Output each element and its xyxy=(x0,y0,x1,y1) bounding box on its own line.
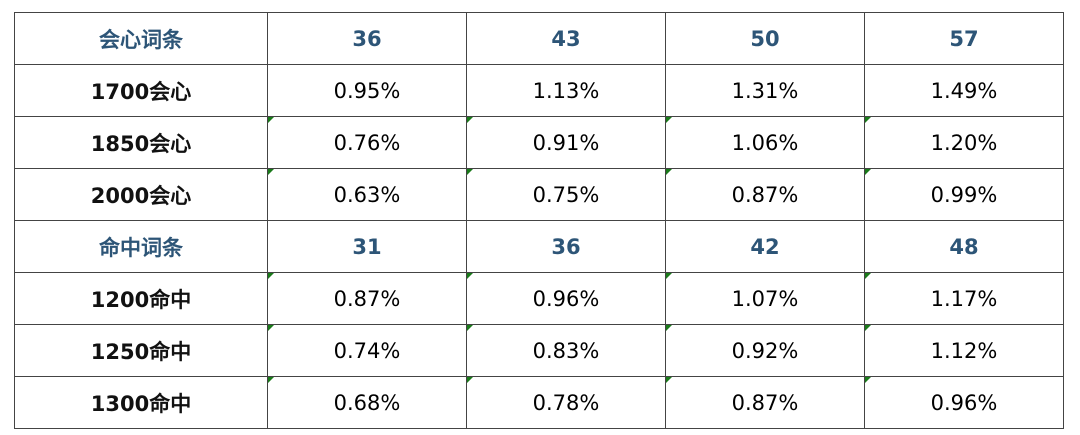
cell-value: 0.96% xyxy=(532,286,600,311)
table-cell: 0.87% xyxy=(665,168,865,221)
cell-marker-icon xyxy=(666,377,672,383)
table-cell: 1.06% xyxy=(665,116,865,169)
row-label-cell: 1700会心 xyxy=(14,64,268,117)
cell-marker-icon xyxy=(666,273,672,279)
table-cell: 1.31% xyxy=(665,64,865,117)
header-cell-col3: 42 xyxy=(665,220,865,273)
table-cell: 0.92% xyxy=(665,324,865,377)
table-cell: 1.13% xyxy=(466,64,666,117)
row-label-cell: 1200命中 xyxy=(14,272,268,325)
table-cell: 0.76% xyxy=(267,116,467,169)
cell-marker-icon xyxy=(666,117,672,123)
table-cell: 0.87% xyxy=(267,272,467,325)
table-row: 1700会心 0.95% 1.13% 1.31% 1.49% xyxy=(14,64,1064,117)
cell-value: 0.74% xyxy=(333,338,401,363)
cell-value: 0.76% xyxy=(333,130,401,155)
cell-value: 0.78% xyxy=(532,390,600,415)
cell-marker-icon xyxy=(467,273,473,279)
header-cell-label: 会心词条 xyxy=(14,12,268,65)
table-row: 2000会心 0.63% 0.75% 0.87% 0.99% xyxy=(14,168,1064,221)
stats-table: 会心词条 36 43 50 57 1700会心 0.95% 1.13% 1.31… xyxy=(14,12,1064,429)
row-label-cell: 1250命中 xyxy=(14,324,268,377)
cell-marker-icon xyxy=(467,377,473,383)
row-label-cell: 1850会心 xyxy=(14,116,268,169)
header-cell-col1: 36 xyxy=(267,12,467,65)
table-cell: 0.91% xyxy=(466,116,666,169)
cell-value: 1.20% xyxy=(930,130,998,155)
cell-value: 0.99% xyxy=(930,182,998,207)
cell-value: 0.92% xyxy=(731,338,799,363)
cell-value: 0.83% xyxy=(532,338,600,363)
cell-marker-icon xyxy=(467,169,473,175)
table-cell: 0.68% xyxy=(267,376,467,429)
header-row-crit: 会心词条 36 43 50 57 xyxy=(14,12,1064,65)
cell-value: 1.07% xyxy=(731,286,799,311)
table-row: 1300命中 0.68% 0.78% 0.87% 0.96% xyxy=(14,376,1064,429)
row-label-cell: 2000会心 xyxy=(14,168,268,221)
table-cell: 0.78% xyxy=(466,376,666,429)
table-cell: 1.20% xyxy=(864,116,1064,169)
cell-value: 0.87% xyxy=(731,390,799,415)
cell-marker-icon xyxy=(467,117,473,123)
cell-marker-icon xyxy=(268,377,274,383)
table-cell: 1.07% xyxy=(665,272,865,325)
cell-marker-icon xyxy=(666,325,672,331)
header-cell-label: 命中词条 xyxy=(14,220,268,273)
table-cell: 0.96% xyxy=(466,272,666,325)
cell-marker-icon xyxy=(268,325,274,331)
table-row: 1200命中 0.87% 0.96% 1.07% 1.17% xyxy=(14,272,1064,325)
header-cell-col1: 31 xyxy=(267,220,467,273)
cell-marker-icon xyxy=(268,169,274,175)
table-cell: 0.87% xyxy=(665,376,865,429)
cell-marker-icon xyxy=(268,273,274,279)
table-cell: 1.49% xyxy=(864,64,1064,117)
cell-value: 1.06% xyxy=(731,130,799,155)
cell-value: 1.17% xyxy=(930,286,998,311)
cell-value: 0.68% xyxy=(333,390,401,415)
stats-table-container: 会心词条 36 43 50 57 1700会心 0.95% 1.13% 1.31… xyxy=(14,12,1064,429)
cell-marker-icon xyxy=(865,169,871,175)
cell-value: 0.75% xyxy=(532,182,600,207)
table-cell: 0.63% xyxy=(267,168,467,221)
table-cell: 1.12% xyxy=(864,324,1064,377)
header-cell-col4: 48 xyxy=(864,220,1064,273)
table-row: 1250命中 0.74% 0.83% 0.92% 1.12% xyxy=(14,324,1064,377)
header-cell-col3: 50 xyxy=(665,12,865,65)
table-row: 1850会心 0.76% 0.91% 1.06% 1.20% xyxy=(14,116,1064,169)
cell-value: 0.96% xyxy=(930,390,998,415)
cell-value: 0.63% xyxy=(333,182,401,207)
cell-value: 0.87% xyxy=(333,286,401,311)
header-cell-col2: 43 xyxy=(466,12,666,65)
header-cell-col4: 57 xyxy=(864,12,1064,65)
cell-value: 1.12% xyxy=(930,338,998,363)
table-cell: 0.99% xyxy=(864,168,1064,221)
cell-marker-icon xyxy=(865,325,871,331)
cell-value: 0.87% xyxy=(731,182,799,207)
cell-marker-icon xyxy=(467,325,473,331)
table-cell: 0.96% xyxy=(864,376,1064,429)
table-cell: 0.95% xyxy=(267,64,467,117)
header-cell-col2: 36 xyxy=(466,220,666,273)
header-row-hit: 命中词条 31 36 42 48 xyxy=(14,220,1064,273)
cell-marker-icon xyxy=(666,169,672,175)
table-cell: 0.74% xyxy=(267,324,467,377)
cell-marker-icon xyxy=(865,377,871,383)
row-label-cell: 1300命中 xyxy=(14,376,268,429)
table-cell: 0.83% xyxy=(466,324,666,377)
cell-marker-icon xyxy=(865,273,871,279)
table-cell: 1.17% xyxy=(864,272,1064,325)
table-cell: 0.75% xyxy=(466,168,666,221)
cell-value: 0.91% xyxy=(532,130,600,155)
cell-marker-icon xyxy=(268,117,274,123)
cell-marker-icon xyxy=(865,117,871,123)
